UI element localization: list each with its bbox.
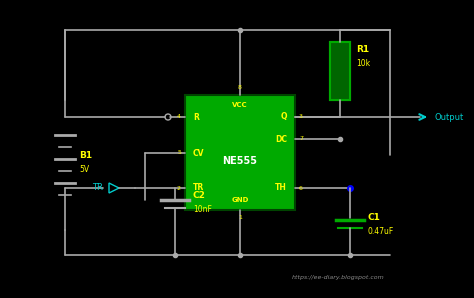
Text: 3: 3 — [299, 114, 303, 119]
Text: 7: 7 — [299, 136, 303, 142]
Text: TR: TR — [92, 184, 103, 193]
Text: B1: B1 — [79, 150, 92, 159]
Text: 10nF: 10nF — [193, 206, 212, 215]
Text: C1: C1 — [368, 213, 381, 223]
Text: 8: 8 — [238, 85, 242, 90]
Text: 5: 5 — [177, 150, 181, 156]
Text: 6: 6 — [299, 185, 303, 190]
Text: CV: CV — [193, 148, 204, 158]
Text: Output: Output — [435, 113, 464, 122]
Bar — [330, 42, 350, 100]
Text: 4: 4 — [177, 114, 181, 119]
Text: 10k: 10k — [356, 60, 370, 69]
Text: C2: C2 — [193, 190, 206, 199]
Text: TH: TH — [275, 184, 287, 193]
Bar — [330, 42, 350, 100]
Bar — [185, 95, 295, 210]
Text: GND: GND — [231, 197, 249, 203]
Text: TR: TR — [193, 184, 204, 193]
Text: VCC: VCC — [232, 102, 248, 108]
Text: https://ee-diary.blogspot.com: https://ee-diary.blogspot.com — [292, 275, 385, 280]
Text: DC: DC — [275, 134, 287, 144]
Text: 2: 2 — [177, 185, 181, 190]
Text: 0.47uF: 0.47uF — [368, 227, 394, 237]
Text: R1: R1 — [356, 46, 369, 55]
Text: Q: Q — [281, 113, 287, 122]
Text: 1: 1 — [238, 215, 242, 220]
Text: 5V: 5V — [79, 165, 89, 175]
Text: NE555: NE555 — [222, 156, 257, 165]
Text: R: R — [193, 113, 199, 122]
